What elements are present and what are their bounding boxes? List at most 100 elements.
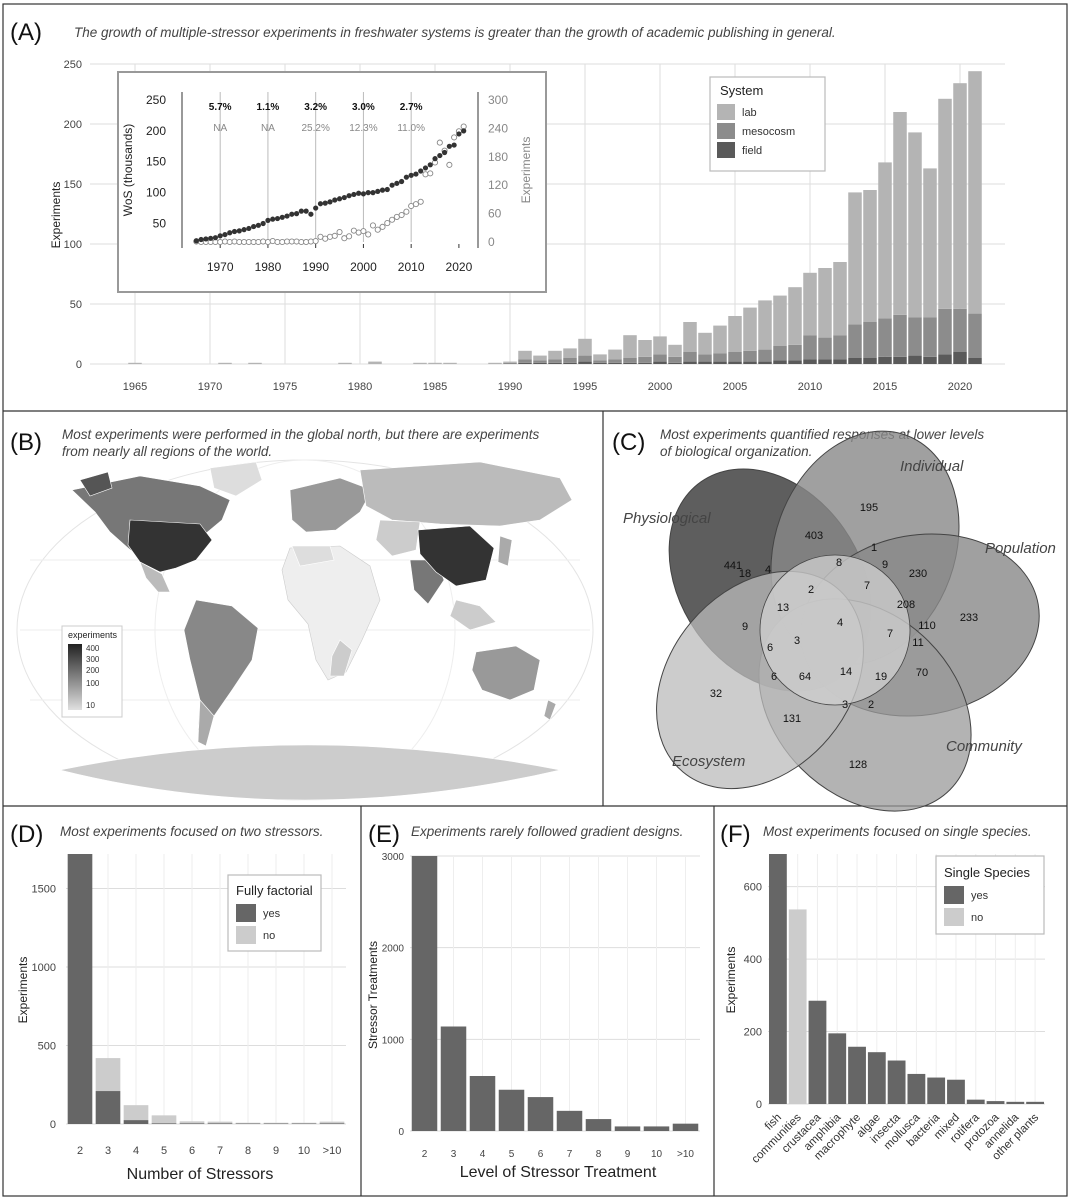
inset-point-experiments xyxy=(360,228,367,235)
f-bar xyxy=(966,1099,985,1104)
a-bar-lab-2015 xyxy=(878,162,892,319)
a-bar-field-2002 xyxy=(683,361,697,364)
venn-label-ecosystem: Ecosystem xyxy=(672,753,745,770)
e-ytick: 3000 xyxy=(382,852,405,863)
inset-growth-wos: 3.0% xyxy=(352,102,375,113)
a-bar-mesocosm-1999 xyxy=(638,356,652,363)
region-north-africa xyxy=(291,545,335,567)
legend-swatch-lab xyxy=(717,104,735,120)
a-bar-field-1994 xyxy=(563,362,577,364)
panel-d-ylabel: Experiments xyxy=(16,957,30,1024)
a-bar-mesocosm-1993 xyxy=(548,359,562,363)
inset-point-wos xyxy=(327,199,333,205)
panel-e-caption: Experiments rarely followed gradient des… xyxy=(411,824,683,839)
f-bar xyxy=(887,1060,906,1104)
d-xtick: 9 xyxy=(273,1145,279,1157)
inset-point-wos xyxy=(341,194,347,201)
d-xtick: 4 xyxy=(133,1145,139,1157)
a-bar-lab-1995 xyxy=(578,338,592,356)
inset-point-experiments xyxy=(451,134,458,141)
f-ytick: 400 xyxy=(744,954,762,966)
a-bar-mesocosm-1995 xyxy=(578,355,592,362)
a-bar-mesocosm-1994 xyxy=(563,358,577,363)
panel-d-legend-yes: yes xyxy=(263,908,281,920)
inset-point-wos xyxy=(208,235,214,241)
inset-point-wos xyxy=(274,215,281,222)
a-bar-lab-1991 xyxy=(518,350,532,360)
inset-point-experiments xyxy=(365,231,372,238)
a-bar-field-2017 xyxy=(908,355,922,364)
a-bar-field-1996 xyxy=(593,362,607,364)
panel-c-caption-line1: Most experiments quantified responses at… xyxy=(660,427,984,442)
inset-point-experiments xyxy=(427,170,434,177)
a-bar-mesocosm-1991 xyxy=(518,359,532,363)
f-bar xyxy=(947,1079,965,1104)
f-bar xyxy=(1006,1101,1025,1104)
a-xtick: 1975 xyxy=(273,381,297,393)
region-russia xyxy=(359,461,573,527)
e-xtick: 8 xyxy=(596,1149,602,1160)
panel-f-bars xyxy=(768,854,1045,1104)
d-ytick: 0 xyxy=(50,1119,56,1131)
inset-point-wos xyxy=(279,214,285,220)
inset-point-wos xyxy=(384,186,390,193)
d-bar-yes xyxy=(67,854,93,1124)
a-bar-lab-2020 xyxy=(953,83,967,309)
d-xtick: 2 xyxy=(77,1145,83,1157)
d-bar-yes xyxy=(179,1123,205,1124)
inset-point-wos xyxy=(356,190,362,196)
venn-count: 19 xyxy=(875,671,887,683)
panel-b-legend: experiments 400 300 200 100 10 xyxy=(61,625,123,718)
venn-count: 3 xyxy=(794,635,800,647)
inset-ylabel-left: WoS (thousands) xyxy=(121,124,135,217)
d-bar-yes xyxy=(95,1091,121,1124)
panel-b-legend-tick-200: 200 xyxy=(86,666,100,675)
inset-point-wos xyxy=(255,222,261,228)
venn-label-individual: Individual xyxy=(900,458,964,475)
inset-point-wos xyxy=(231,228,238,235)
inset-point-wos xyxy=(241,227,247,233)
inset-point-wos xyxy=(284,213,290,219)
region-central-asia xyxy=(375,519,421,557)
world-map xyxy=(16,459,594,801)
region-japan xyxy=(497,535,513,567)
panel-f-legend-swatch-yes xyxy=(944,886,964,904)
inset-point-wos xyxy=(413,171,419,177)
a-bar-lab-2005 xyxy=(728,316,742,352)
a-bar-lab-1965 xyxy=(128,362,142,364)
a-bar-field-1997 xyxy=(608,362,622,364)
venn-count: 9 xyxy=(742,621,748,633)
inset-point-wos xyxy=(351,191,357,198)
venn-count: 2 xyxy=(868,699,874,711)
a-bar-field-2018 xyxy=(923,356,937,364)
a-bar-lab-2009 xyxy=(788,287,802,345)
a-bar-mesocosm-2007 xyxy=(758,349,772,362)
panel-d-bars xyxy=(67,854,345,1124)
a-bar-field-2001 xyxy=(668,362,682,364)
a-xtick: 2020 xyxy=(948,381,972,393)
a-bar-lab-1984 xyxy=(413,362,427,364)
d-bar-yes xyxy=(207,1123,233,1124)
inset-points xyxy=(193,123,467,246)
e-xtick: 2 xyxy=(422,1149,428,1160)
inset-point-wos xyxy=(289,211,295,217)
inset-point-wos xyxy=(432,156,438,162)
panel-d-axes: 0 500 1000 1500 2 3 4 5 6 7 8 9 10 >10 xyxy=(32,884,342,1157)
inset-point-wos xyxy=(441,149,448,156)
legend-label-field: field xyxy=(742,145,762,157)
a-bar-mesocosm-1992 xyxy=(533,360,547,363)
inset-xtick: 2000 xyxy=(350,260,377,274)
inset-point-wos xyxy=(394,180,400,186)
inset-ytick-right: 60 xyxy=(488,207,502,221)
d-xtick: >10 xyxy=(323,1145,342,1157)
inset-point-experiments xyxy=(436,139,443,146)
e-xtick: >10 xyxy=(677,1149,694,1160)
venn-count: 6 xyxy=(771,671,777,683)
f-ytick: 200 xyxy=(744,1027,762,1039)
panel-e: (E) Experiments rarely followed gradient… xyxy=(366,821,700,1181)
inset-ytick-right: 300 xyxy=(488,93,508,107)
venn-count: 64 xyxy=(799,671,811,683)
d-ytick: 1000 xyxy=(32,962,56,974)
a-bar-lab-2014 xyxy=(863,190,877,322)
venn-count: 208 xyxy=(897,599,915,611)
